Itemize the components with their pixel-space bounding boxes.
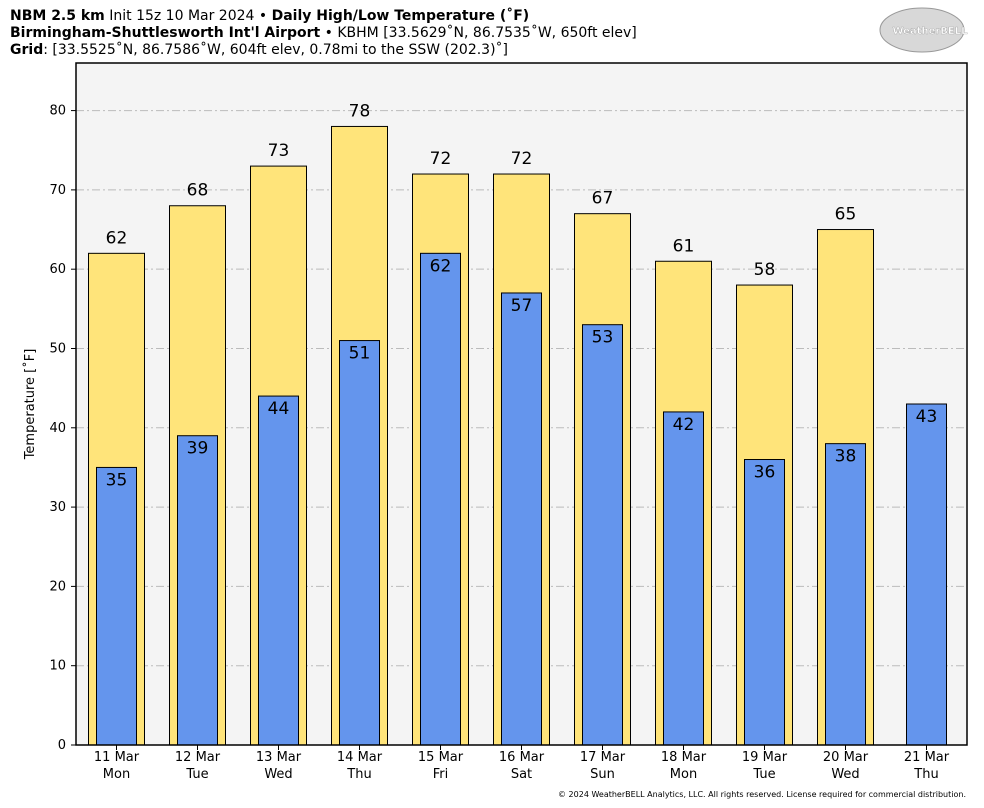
title-part: Daily High/Low Temperature (˚F) <box>272 7 530 24</box>
value-label: 51 <box>349 344 371 364</box>
y-tick-label: 70 <box>49 183 66 198</box>
x-tick-sublabel: Tue <box>185 767 208 782</box>
value-label: 58 <box>754 260 776 280</box>
value-label: 68 <box>187 181 209 201</box>
value-label: 35 <box>106 470 128 490</box>
value-label: 61 <box>673 236 695 256</box>
value-label: 67 <box>592 189 614 209</box>
value-label: 38 <box>835 447 857 467</box>
x-tick-sublabel: Thu <box>913 767 938 782</box>
value-label: 72 <box>511 149 533 169</box>
x-tick-label: 11 Mar <box>94 750 140 765</box>
y-tick-label: 40 <box>49 421 66 436</box>
value-label: 43 <box>916 407 938 427</box>
x-tick-sublabel: Thu <box>346 767 371 782</box>
x-tick-sublabel: Wed <box>831 767 859 782</box>
y-tick-label: 30 <box>49 500 66 515</box>
value-label: 62 <box>430 256 452 276</box>
bar <box>906 403 947 746</box>
bar <box>339 340 380 746</box>
value-label: 78 <box>349 101 371 121</box>
x-tick-sublabel: Sat <box>511 767 532 782</box>
x-tick-label: 12 Mar <box>175 750 221 765</box>
subtitle: Birmingham-Shuttlesworth Int'l Airport •… <box>10 24 637 41</box>
bar <box>258 395 299 746</box>
y-tick-label: 80 <box>49 104 66 119</box>
value-label: 39 <box>187 439 209 459</box>
x-tick-sublabel: Wed <box>264 767 292 782</box>
bar <box>663 411 704 746</box>
value-label: 53 <box>592 328 614 348</box>
title-part: Init 15z 10 Mar 2024 <box>109 8 254 24</box>
x-tick-label: 17 Mar <box>580 750 626 765</box>
bar <box>177 435 218 746</box>
bar <box>582 324 623 746</box>
y-tick-label: 60 <box>49 262 66 277</box>
x-tick-label: 13 Mar <box>256 750 302 765</box>
logo: WeatherBELL <box>879 7 968 53</box>
bar <box>501 292 542 746</box>
grid-part: Grid <box>10 42 43 58</box>
y-tick-label: 10 <box>49 659 66 674</box>
bar <box>744 459 785 746</box>
bar <box>420 252 461 746</box>
y-tick-label: 0 <box>58 738 66 753</box>
subtitle-part: Birmingham-Shuttlesworth Int'l Airport <box>10 25 320 41</box>
y-tick-label: 50 <box>49 341 66 356</box>
subtitle-part: • <box>325 25 333 41</box>
value-label: 65 <box>835 205 857 225</box>
x-tick-sublabel: Mon <box>103 767 130 782</box>
x-tick-label: 15 Mar <box>418 750 464 765</box>
value-label: 36 <box>754 463 776 483</box>
x-tick-sublabel: Sun <box>590 767 615 782</box>
value-label: 73 <box>268 141 290 161</box>
logo-shape <box>879 7 965 53</box>
y-axis-label: Temperature [˚F] <box>22 349 38 461</box>
value-label: 42 <box>673 415 695 435</box>
x-tick-label: 16 Mar <box>499 750 545 765</box>
logo-text: WeatherBELL <box>892 26 968 37</box>
subtitle-part: KBHM [33.5629˚N, 86.7535˚W, 650ft elev] <box>337 24 636 41</box>
value-label: 44 <box>268 399 290 419</box>
grid-info: Grid: [33.5525˚N, 86.7586˚W, 604ft elev,… <box>10 41 508 58</box>
x-tick-sublabel: Mon <box>670 767 697 782</box>
plot-frame <box>75 62 968 746</box>
x-tick-sublabel: Tue <box>752 767 775 782</box>
value-label: 57 <box>511 296 533 316</box>
bar <box>96 466 137 746</box>
x-tick-label: 14 Mar <box>337 750 383 765</box>
footer: © 2024 WeatherBELL Analytics, LLC. All r… <box>558 790 966 799</box>
x-tick-label: 20 Mar <box>823 750 869 765</box>
value-label: 72 <box>430 149 452 169</box>
title-part: NBM 2.5 km <box>10 8 105 24</box>
x-tick-label: 19 Mar <box>742 750 788 765</box>
value-label: 62 <box>106 228 128 248</box>
grid-part: : [33.5525˚N, 86.7586˚W, 604ft elev, 0.7… <box>43 41 508 58</box>
chart-title: NBM 2.5 km Init 15z 10 Mar 2024 • Daily … <box>10 7 529 24</box>
x-tick-label: 21 Mar <box>904 750 950 765</box>
x-tick-label: 18 Mar <box>661 750 707 765</box>
x-tick-sublabel: Fri <box>433 767 449 782</box>
title-part: • <box>259 8 267 24</box>
y-tick-label: 20 <box>49 579 66 594</box>
bar <box>825 443 866 746</box>
